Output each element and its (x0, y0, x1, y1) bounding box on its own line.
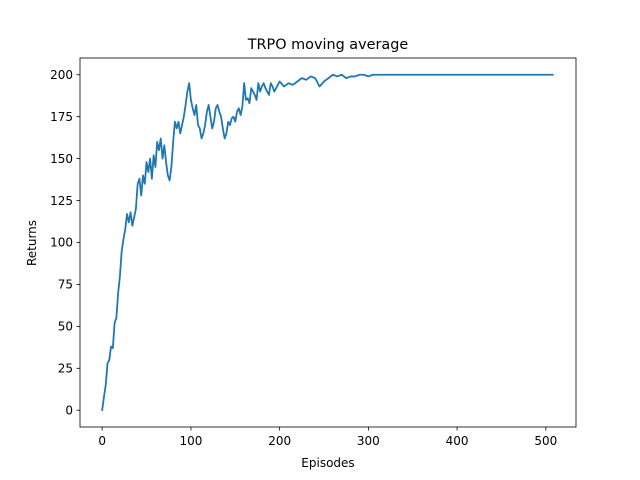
y-tick-label: 175 (50, 110, 73, 124)
x-tick-label: 100 (179, 434, 202, 448)
y-tick-label: 50 (58, 320, 73, 334)
y-tick-label: 0 (65, 403, 73, 417)
x-tick-label: 200 (268, 434, 291, 448)
y-axis-label: Returns (25, 220, 39, 266)
y-tick-label: 150 (50, 152, 73, 166)
x-tick-label: 500 (534, 434, 557, 448)
y-tick-label: 25 (58, 361, 73, 375)
chart-title: TRPO moving average (247, 37, 409, 53)
y-tick-label: 125 (50, 194, 73, 208)
x-tick-label: 400 (446, 434, 469, 448)
tick-group: 0 100 200 300 400 500 0 25 50 75 100 125 150 175 200 (50, 68, 557, 448)
y-tick-label: 100 (50, 236, 73, 250)
x-axis-label: Episodes (301, 456, 354, 470)
x-tick-label: 0 (98, 434, 106, 448)
y-tick-label: 75 (58, 278, 73, 292)
series-line (101, 73, 554, 412)
x-tick-label: 300 (357, 434, 380, 448)
plot-frame (79, 57, 577, 428)
y-tick-label: 200 (50, 68, 73, 82)
